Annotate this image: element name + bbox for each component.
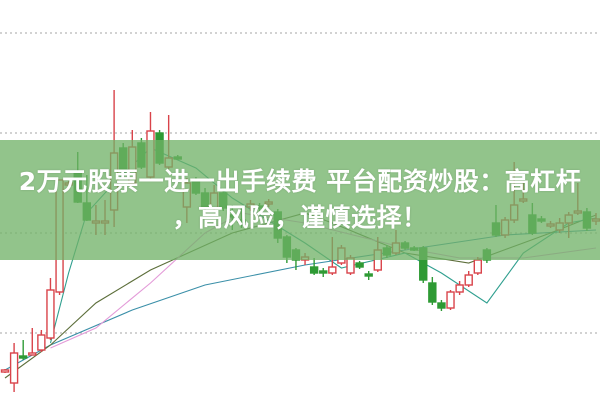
candle bbox=[355, 261, 364, 269]
candle-body bbox=[0, 369, 10, 373]
candle-body bbox=[28, 352, 37, 356]
candle-body bbox=[18, 355, 28, 359]
banner-line-1: 2万元股票一进一出手续费 平台配资炒股：高杠杆 bbox=[18, 167, 582, 196]
candle-body bbox=[328, 266, 337, 274]
candle-body bbox=[355, 262, 364, 268]
candle-body bbox=[437, 302, 446, 309]
candle bbox=[473, 257, 482, 275]
candle bbox=[428, 277, 437, 305]
candle-body bbox=[46, 289, 55, 339]
candle bbox=[319, 268, 328, 277]
candle bbox=[309, 258, 319, 275]
candle bbox=[18, 340, 28, 360]
candle bbox=[455, 281, 464, 295]
candle bbox=[464, 271, 473, 287]
candle-body bbox=[37, 334, 46, 351]
banner-line-2: ，高风险，谨慎选择！ bbox=[172, 203, 428, 232]
candle-body bbox=[455, 284, 464, 293]
candle-body bbox=[428, 282, 437, 303]
candle-body bbox=[464, 274, 473, 286]
candle-body bbox=[319, 270, 328, 274]
candle bbox=[446, 290, 455, 310]
title-banner: 2万元股票一进一出手续费 平台配资炒股：高杠杆 ，高风险，谨慎选择！ bbox=[0, 140, 600, 260]
candle-body bbox=[309, 266, 319, 274]
candle bbox=[364, 271, 373, 280]
candle bbox=[28, 328, 37, 356]
candle-body bbox=[346, 257, 355, 274]
candle-body bbox=[446, 291, 455, 309]
candle bbox=[9, 343, 19, 392]
candle-body bbox=[364, 273, 373, 277]
candle bbox=[0, 369, 10, 373]
candle bbox=[46, 278, 55, 340]
candle-body bbox=[9, 352, 19, 384]
candle-body bbox=[473, 259, 482, 274]
candle bbox=[37, 330, 46, 352]
candle bbox=[437, 300, 446, 311]
